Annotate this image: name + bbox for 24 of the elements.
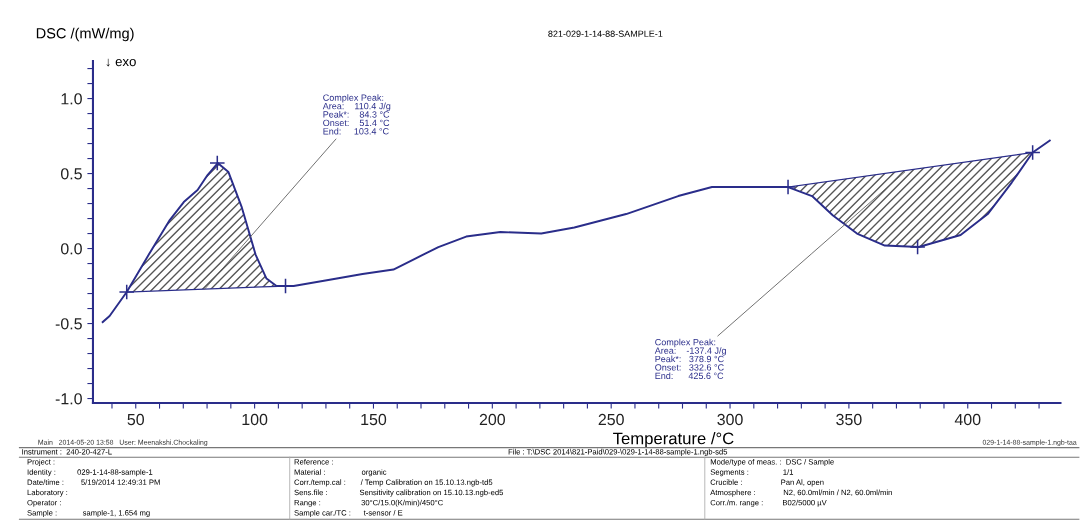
x-tick-label: 400 bbox=[954, 413, 981, 426]
annotation: ↓ exo bbox=[106, 58, 136, 67]
x-tick-label: 150 bbox=[361, 413, 387, 426]
annotation: Complex Peak: Area: -137.4 J/g Peak*: 378.9 °C Onset: 332.6 °C End: 425.6 °C bbox=[654, 338, 726, 380]
chart-title: 821-029-1-14-88-SAMPLE-1 bbox=[548, 30, 663, 37]
y-tick-label: 1.0 bbox=[61, 93, 82, 105]
y-tick-label: -0.5 bbox=[55, 318, 82, 330]
x-tick-label: 100 bbox=[242, 413, 268, 426]
x-tick-label: 350 bbox=[836, 413, 862, 426]
annotation: Complex Peak: Area: 110.4 J/g Peak*: 84.3 °C Onset: 51.4 °C End: 103.4 °C bbox=[322, 94, 391, 135]
x-tick-label: 200 bbox=[479, 413, 506, 426]
point bbox=[118, 283, 135, 301]
x-tick-label: 300 bbox=[717, 413, 743, 426]
y-axis-title: DSC /(mW/mg) bbox=[36, 27, 134, 42]
y-tick-label: -1.0 bbox=[55, 393, 82, 405]
x-axis-title: Temperature /°C bbox=[613, 432, 734, 448]
line-series bbox=[101, 139, 1051, 324]
y-tick-label: 0.5 bbox=[60, 168, 82, 180]
point bbox=[909, 238, 926, 256]
x-tick-label: 50 bbox=[127, 413, 145, 426]
point bbox=[209, 155, 226, 172]
point bbox=[1024, 144, 1041, 161]
y-tick-label: 0.0 bbox=[60, 243, 82, 255]
x-tick-label: 250 bbox=[598, 413, 624, 426]
